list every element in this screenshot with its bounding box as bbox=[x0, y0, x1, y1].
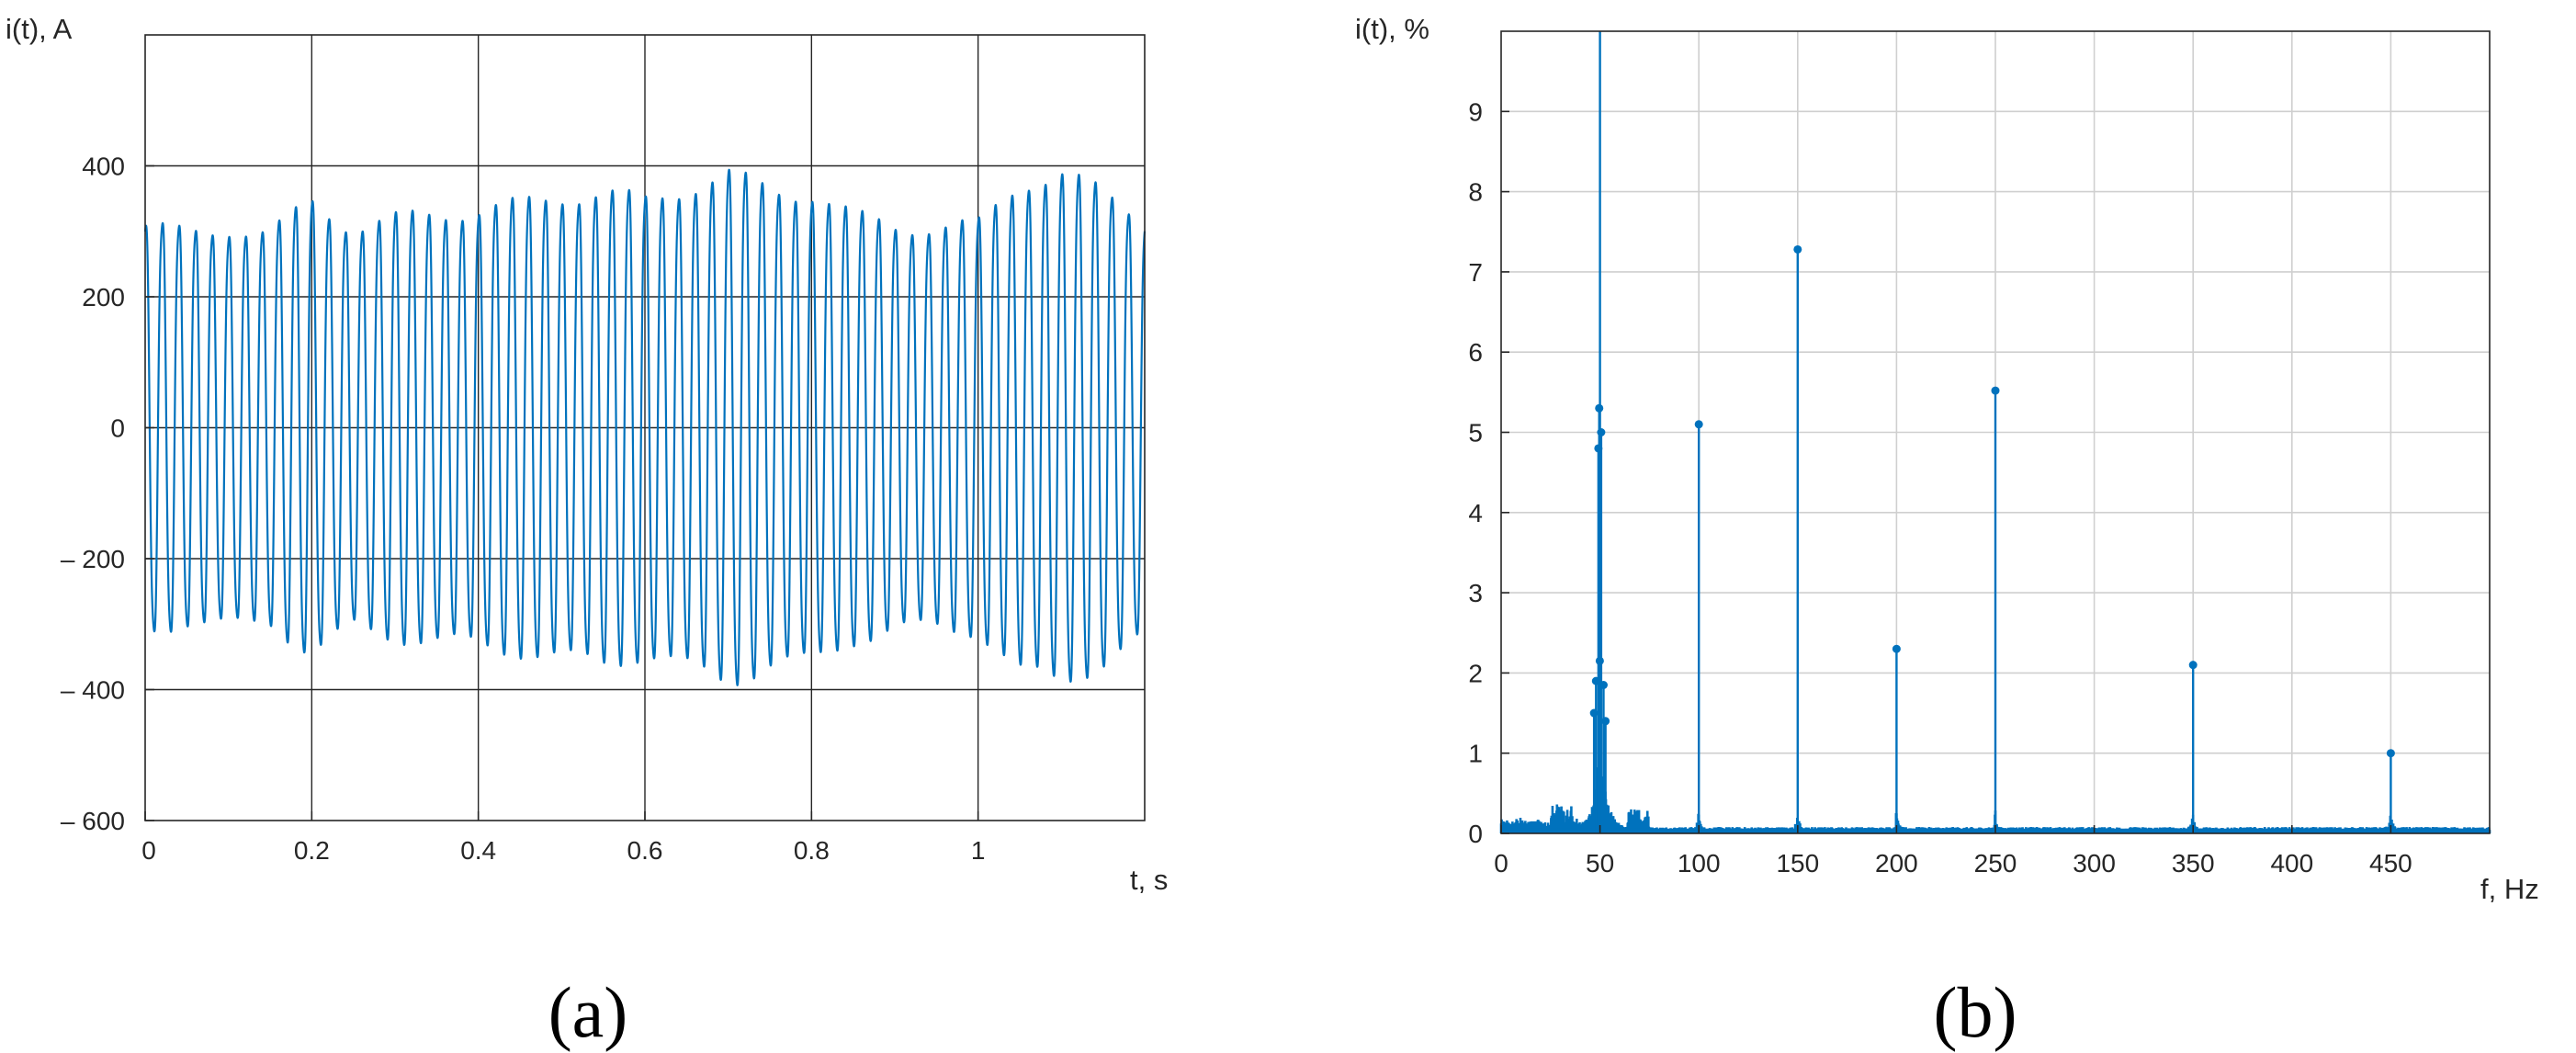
chart-b-y-tick-label-7: 7 bbox=[1468, 258, 1483, 287]
chart-b-x-ticks: 0 50 100 150 200 250 300 350 400 450 bbox=[1494, 825, 2412, 878]
chart-b-y-tick-label-0: 0 bbox=[1468, 820, 1483, 848]
chart-a: 0 0.2 0.4 0.6 0.8 1 – 600 – 400 – 200 0 200 400 i(… bbox=[6, 13, 1168, 1052]
chart-b-x-tick-label-9: 450 bbox=[2369, 849, 2412, 878]
chart-b-y-tick-label-9: 9 bbox=[1468, 97, 1483, 126]
chart-b-harmonic-marker-150 bbox=[1793, 244, 1802, 254]
chart-a-y-ticks: – 600 – 400 – 200 0 200 400 bbox=[61, 153, 154, 835]
chart-b-x-tick-label-2: 100 bbox=[1678, 849, 1721, 878]
chart-a-y-tick-label-0: – 600 bbox=[61, 807, 125, 835]
chart-b-harmonic-marker-200 bbox=[1892, 644, 1901, 653]
chart-b-y-tick-label-8: 8 bbox=[1468, 178, 1483, 207]
chart-b-y-tick-label-5: 5 bbox=[1468, 419, 1483, 447]
chart-a-y-tick-label-1: – 400 bbox=[61, 676, 125, 705]
chart-a-x-tick-label-1: 0.2 bbox=[294, 836, 330, 865]
chart-a-y-tick-label-3: 0 bbox=[110, 414, 125, 443]
chart-a-x-tick-label-4: 0.8 bbox=[794, 836, 830, 865]
chart-b-cluster-marker-5 bbox=[1589, 708, 1599, 718]
chart-b-x-axis-label: f, Hz bbox=[2480, 873, 2539, 905]
chart-b-x-tick-label-6: 300 bbox=[2073, 849, 2116, 878]
chart-b-y-axis-label: i(t), % bbox=[1355, 13, 1429, 45]
chart-b-x-tick-label-8: 400 bbox=[2270, 849, 2313, 878]
chart-b-x-tick-label-1: 50 bbox=[1586, 849, 1614, 878]
chart-b-harmonic-marker-100 bbox=[1694, 420, 1703, 429]
chart-a-y-axis-label: i(t), A bbox=[6, 13, 73, 45]
chart-b-y-tick-label-2: 2 bbox=[1468, 659, 1483, 687]
chart-b-x-tick-label-0: 0 bbox=[1494, 849, 1508, 878]
chart-b-harmonic-marker-450 bbox=[2386, 749, 2395, 758]
chart-b-y-tick-label-4: 4 bbox=[1468, 499, 1483, 527]
chart-b: 0 50 100 150 200 250 300 350 400 450 0 1 2 3 4 5 6 7 8 9 i… bbox=[1355, 13, 2539, 1052]
chart-a-y-tick-label-4: 200 bbox=[82, 283, 125, 311]
chart-a-panel-label: (a) bbox=[548, 972, 628, 1052]
chart-a-x-tick-label-0: 0 bbox=[141, 836, 156, 865]
chart-a-x-tick-label-3: 0.6 bbox=[627, 836, 663, 865]
chart-a-x-tick-label-5: 1 bbox=[971, 836, 986, 865]
chart-a-x-ticks: 0 0.2 0.4 0.6 0.8 1 bbox=[141, 811, 985, 865]
chart-b-x-tick-label-7: 350 bbox=[2172, 849, 2215, 878]
chart-b-cluster-marker-2 bbox=[1597, 428, 1606, 436]
chart-b-cluster-marker-4 bbox=[1599, 680, 1608, 689]
chart-a-y-tick-label-2: – 200 bbox=[61, 545, 125, 573]
chart-b-panel-label: (b) bbox=[1934, 972, 2017, 1052]
chart-b-harmonic-marker-350 bbox=[2188, 661, 2198, 670]
chart-b-y-ticks: 0 1 2 3 4 5 6 7 8 9 bbox=[1468, 97, 1509, 848]
chart-a-x-tick-label-2: 0.4 bbox=[460, 836, 496, 865]
chart-b-harmonic-stems bbox=[1599, 31, 2395, 833]
chart-a-current-waveform bbox=[143, 168, 1147, 686]
chart-b-y-tick-label-6: 6 bbox=[1468, 338, 1483, 367]
chart-b-x-tick-label-5: 250 bbox=[1974, 849, 2017, 878]
chart-b-x-tick-label-3: 150 bbox=[1776, 849, 1819, 878]
chart-a-x-axis-label: t, s bbox=[1130, 864, 1168, 896]
chart-a-grid bbox=[145, 35, 1145, 821]
chart-b-harmonic-marker-250 bbox=[1991, 386, 2000, 395]
chart-b-cluster-marker-6 bbox=[1601, 717, 1610, 726]
chart-b-y-tick-label-3: 3 bbox=[1468, 579, 1483, 607]
chart-b-x-tick-label-4: 200 bbox=[1875, 849, 1918, 878]
chart-b-y-tick-label-1: 1 bbox=[1468, 740, 1483, 768]
chart-a-y-tick-label-5: 400 bbox=[82, 153, 125, 181]
chart-b-cluster-marker-3 bbox=[1591, 676, 1600, 685]
